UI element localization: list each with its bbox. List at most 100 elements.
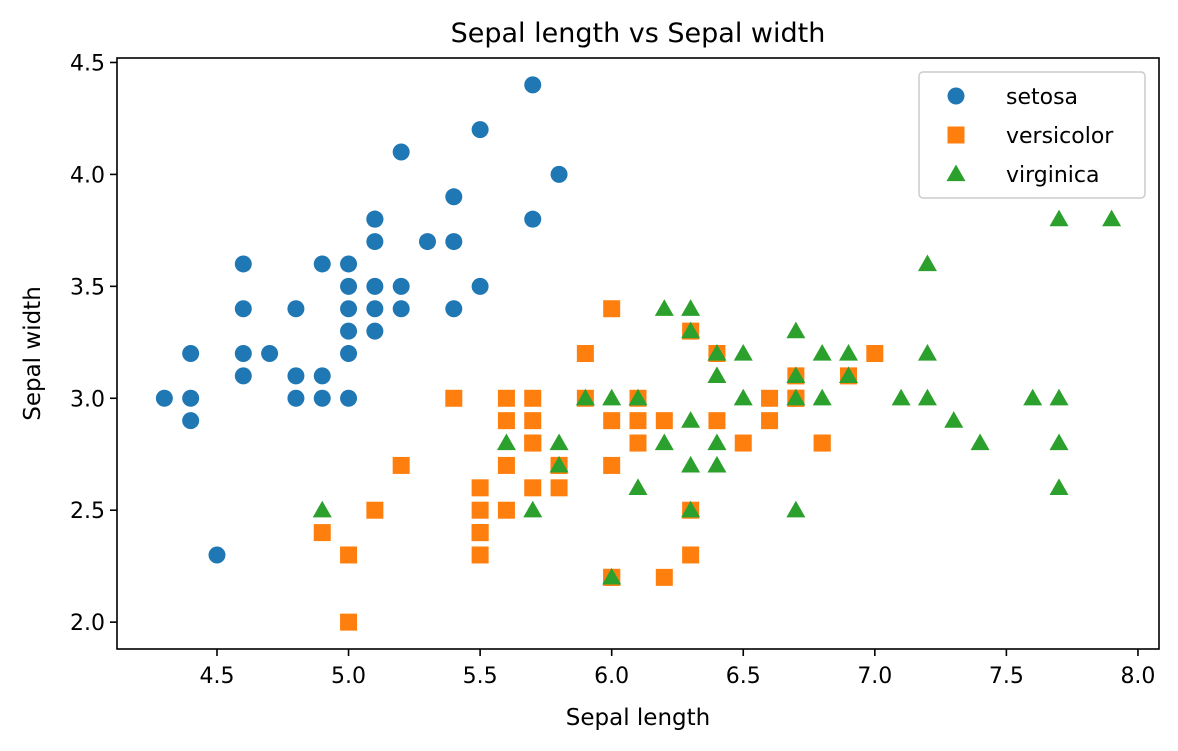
data-point — [944, 411, 964, 428]
data-point — [629, 434, 647, 452]
data-point — [524, 412, 542, 430]
data-point — [629, 412, 647, 430]
legend: setosa versicolor virginica — [918, 71, 1146, 199]
data-point — [497, 389, 515, 407]
data-point — [786, 321, 806, 339]
data-point — [550, 165, 568, 183]
data-point — [366, 233, 384, 251]
data-point — [524, 210, 542, 228]
data-point — [313, 255, 331, 273]
data-point — [182, 345, 200, 362]
chart-title: Sepal length vs Sepal width — [451, 18, 826, 49]
y-tick-label: 3.0 — [70, 387, 105, 412]
data-point — [707, 344, 727, 361]
x-tick-label: 5.0 — [331, 664, 366, 689]
data-point — [970, 433, 990, 451]
data-point — [234, 367, 252, 385]
data-point — [681, 299, 701, 316]
data-point — [1049, 478, 1069, 495]
data-point — [471, 524, 489, 542]
data-point — [786, 500, 806, 518]
data-point — [1049, 209, 1069, 227]
data-point — [418, 233, 436, 251]
data-point — [366, 501, 384, 519]
x-tick-label: 4.5 — [199, 664, 234, 689]
data-point — [655, 568, 673, 586]
data-point — [155, 389, 173, 407]
data-point — [681, 500, 701, 518]
x-tick-label: 7.0 — [857, 664, 892, 689]
data-point — [812, 344, 832, 361]
data-point — [681, 321, 701, 339]
data-point — [287, 389, 305, 407]
data-point — [786, 388, 806, 406]
data-point — [549, 433, 569, 451]
data-point — [234, 255, 252, 273]
data-point — [654, 299, 674, 316]
data-point — [681, 411, 701, 428]
data-point — [313, 367, 331, 385]
data-point — [628, 388, 648, 406]
data-point — [392, 277, 410, 295]
data-point — [340, 322, 358, 340]
data-point — [234, 300, 252, 318]
data-point — [340, 345, 358, 362]
data-point — [392, 300, 410, 318]
legend-marker — [946, 164, 966, 182]
data-point — [366, 322, 384, 340]
data-point — [866, 345, 884, 362]
legend-marker — [947, 87, 965, 105]
data-point — [761, 412, 779, 430]
data-point — [471, 277, 489, 295]
x-tick-label: 6.5 — [726, 664, 761, 689]
x-tick-label: 7.5 — [989, 664, 1024, 689]
data-point — [524, 76, 542, 94]
data-point — [497, 412, 515, 430]
y-tick-label: 4.5 — [70, 51, 105, 76]
data-point — [550, 479, 568, 497]
y-axis-label: Sepal width — [20, 286, 46, 421]
x-tick-label: 8.0 — [1120, 664, 1155, 689]
data-point — [812, 388, 832, 406]
data-point — [340, 300, 358, 318]
data-point — [708, 412, 726, 430]
legend-label: setosa — [1006, 85, 1078, 110]
data-point — [628, 478, 648, 495]
data-point — [340, 613, 358, 631]
data-point — [366, 277, 384, 295]
data-point — [839, 366, 859, 384]
legend-marker — [947, 126, 965, 144]
data-point — [917, 344, 937, 361]
data-point — [655, 412, 673, 430]
series-versicolor — [313, 300, 884, 631]
data-point — [471, 121, 489, 139]
data-point — [445, 233, 463, 251]
data-point — [496, 433, 516, 451]
data-point — [575, 388, 595, 406]
data-point — [734, 434, 752, 452]
data-point — [208, 546, 226, 564]
data-point — [340, 546, 358, 564]
data-point — [366, 210, 384, 228]
data-point — [603, 412, 621, 430]
data-point — [524, 389, 542, 407]
data-point — [312, 500, 332, 518]
data-point — [366, 300, 384, 318]
plot-frame — [116, 57, 1160, 650]
data-point — [681, 455, 701, 473]
data-point — [654, 433, 674, 451]
data-point — [813, 434, 831, 452]
data-point — [603, 300, 621, 318]
data-point — [340, 255, 358, 273]
data-point — [524, 479, 542, 497]
data-point — [733, 344, 753, 361]
y-tick-label: 2.0 — [70, 611, 105, 636]
x-tick-label: 6.0 — [594, 664, 629, 689]
y-tick-label: 2.5 — [70, 499, 105, 524]
y-tick-label: 3.5 — [70, 275, 105, 300]
series-virginica — [312, 209, 1122, 585]
data-point — [733, 388, 753, 406]
data-point — [234, 345, 252, 362]
